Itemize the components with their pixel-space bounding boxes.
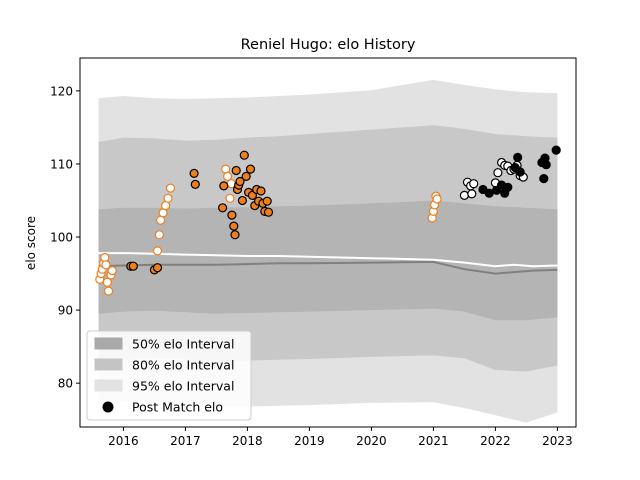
legend-label: Post Match elo — [132, 400, 223, 415]
data-point — [235, 176, 245, 187]
x-tick-label: 2023 — [542, 434, 573, 448]
data-point — [256, 186, 266, 196]
data-point — [263, 207, 274, 217]
y-tick-label: 80 — [58, 377, 73, 391]
data-point — [459, 190, 469, 200]
legend: 50% elo Interval 80% elo Interval 95% elo … — [86, 330, 252, 421]
data-point — [189, 168, 199, 178]
legend-swatch — [94, 337, 123, 350]
data-point — [237, 195, 247, 206]
data-point — [107, 266, 117, 276]
data-point — [230, 230, 240, 240]
data-point — [541, 160, 551, 170]
legend-swatch — [94, 379, 123, 392]
x-tick-label: 2016 — [108, 434, 139, 448]
data-point — [219, 181, 229, 191]
legend-label: 50% elo Interval — [132, 337, 234, 352]
data-point — [484, 188, 494, 198]
data-point — [432, 194, 442, 204]
data-point — [503, 182, 513, 192]
plot-frame — [79, 57, 577, 428]
data-point — [227, 210, 237, 220]
chart-title: Reniel Hugo: elo History — [241, 37, 416, 53]
legend-label: 95% elo Interval — [132, 379, 234, 394]
y-tick-label: 110 — [50, 157, 73, 171]
legend-swatch — [94, 358, 123, 371]
data-point — [469, 179, 479, 189]
data-point — [218, 203, 228, 213]
data-point — [493, 168, 503, 178]
data-point — [551, 145, 561, 155]
data-point — [102, 277, 112, 287]
data-point — [128, 261, 138, 271]
legend-label: 80% elo Interval — [132, 358, 234, 373]
data-point — [165, 183, 176, 193]
y-tick-label: 100 — [50, 231, 73, 245]
legend-box — [86, 330, 252, 421]
mean-line — [98, 252, 558, 268]
x-tick-label: 2018 — [232, 434, 263, 448]
median-line — [98, 260, 558, 275]
data-point — [467, 189, 477, 199]
data-point — [223, 171, 233, 181]
data-point — [515, 167, 525, 177]
data-point — [152, 263, 163, 273]
data-point — [539, 174, 549, 184]
data-point — [101, 260, 111, 270]
data-point — [154, 230, 164, 240]
data-point — [100, 252, 110, 263]
x-tick-label: 2017 — [170, 434, 201, 448]
data-point — [262, 196, 272, 206]
x-tick-label: 2022 — [480, 434, 511, 448]
legend-marker — [102, 401, 114, 413]
band-50 — [98, 200, 558, 321]
data-point — [229, 221, 239, 231]
y-axis-label: elo score — [24, 216, 38, 270]
data-point — [231, 165, 241, 176]
data-point — [245, 164, 256, 174]
data-point — [103, 286, 114, 296]
y-tick-label: 90 — [58, 304, 73, 318]
data-point — [239, 150, 249, 160]
data-point — [152, 246, 163, 256]
x-tick-label: 2019 — [294, 434, 325, 448]
x-tick-label: 2020 — [356, 434, 387, 448]
data-point — [513, 152, 523, 162]
data-point — [190, 179, 200, 189]
plot-area: 2016 2017 2018 2019 2020 2021 2022 2023 80 90 100 1… — [50, 57, 577, 448]
x-tick-label: 2021 — [418, 434, 449, 448]
data-point — [241, 171, 251, 181]
y-tick-label: 120 — [50, 84, 73, 98]
data-point — [163, 193, 173, 203]
data-point — [225, 193, 235, 203]
